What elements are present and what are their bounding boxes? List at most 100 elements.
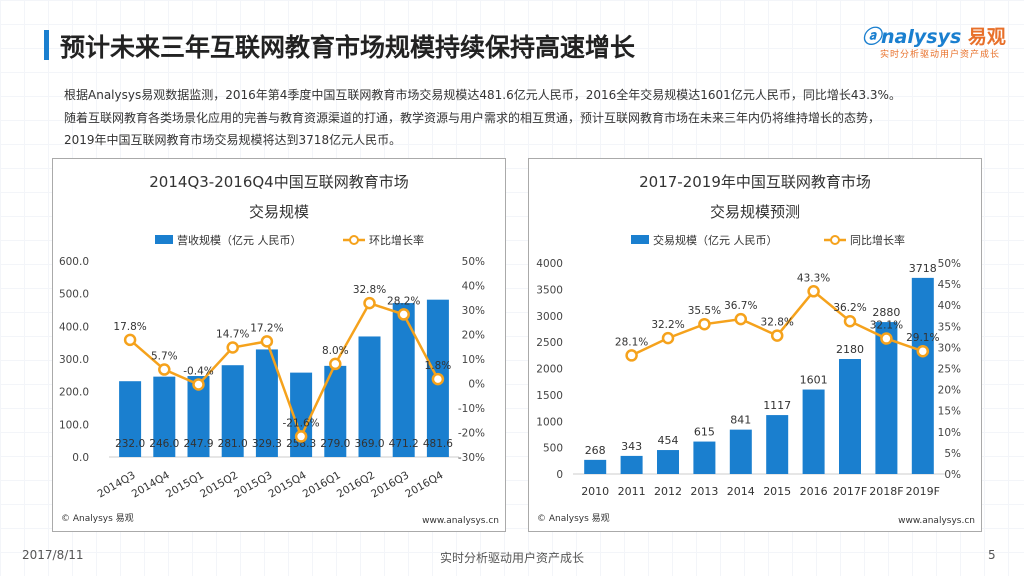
- right-axis-tick: 15%: [938, 406, 961, 418]
- legend-line-marker: [349, 235, 359, 245]
- logo-tagline: 实时分析驱动用户资产成长: [880, 50, 1001, 60]
- right-axis-tick: 5%: [944, 448, 961, 460]
- bar: [875, 322, 898, 474]
- growth-value-label: 35.5%: [688, 305, 721, 317]
- left-axis-tick: 400.0: [59, 321, 89, 333]
- logo-cn: 易观: [967, 26, 1006, 48]
- bar-value-label: 247.9: [183, 438, 213, 450]
- right-axis-tick: 50%: [938, 258, 961, 270]
- growth-point: [770, 329, 784, 342]
- x-tick-label: 2016Q3: [369, 469, 411, 500]
- chart-subtitle: 交易规模: [249, 203, 309, 221]
- logo-a-icon: ⓐ: [862, 26, 882, 48]
- x-tick-label: 2016Q2: [335, 469, 377, 500]
- left-axis-tick: 0: [556, 469, 563, 481]
- growth-value-label: -0.4%: [183, 365, 213, 377]
- legend-bar-swatch: [631, 235, 649, 244]
- chart-panel-quarterly: 2014Q3-2016Q4中国互联网教育市场 交易规模营收规模（亿元 人民币） 环比…: [52, 158, 506, 532]
- right-axis-tick: -20%: [458, 428, 485, 440]
- bar-value-label: 454: [658, 434, 679, 447]
- bar-value-label: 343: [621, 440, 642, 453]
- right-axis-tick: 0%: [944, 469, 961, 481]
- bar: [153, 376, 176, 457]
- bar-value-label: 481.6: [423, 438, 453, 450]
- bar: [187, 376, 210, 457]
- growth-point: [625, 349, 638, 362]
- bar: [766, 415, 789, 474]
- left-axis-tick: 100.0: [59, 419, 89, 431]
- left-axis-tick: 2500: [536, 337, 563, 349]
- x-tick-label: 2012: [654, 485, 682, 498]
- growth-point: [226, 341, 239, 354]
- legend-line-label: 环比增长率: [369, 233, 424, 247]
- bar: [255, 349, 278, 457]
- bar-value-label: 471.2: [389, 438, 419, 450]
- legend-bar-label: 营收规模（亿元 人民币）: [177, 233, 302, 247]
- growth-point: [294, 430, 308, 443]
- bar-value-label: 246.0: [149, 438, 179, 450]
- growth-point: [260, 335, 274, 348]
- left-axis-tick: 3500: [536, 284, 563, 296]
- bar: [119, 381, 142, 457]
- right-axis-tick: 10%: [462, 354, 485, 366]
- right-axis-tick: 0%: [468, 379, 485, 391]
- x-tick-label: 2015Q2: [198, 469, 240, 500]
- chart-subtitle: 交易规模预测: [710, 203, 800, 221]
- x-tick-label: 2015: [763, 485, 791, 498]
- chart-title: 2014Q3-2016Q4中国互联网教育市场: [149, 173, 408, 191]
- x-tick-label: 2016Q4: [403, 469, 445, 500]
- growth-value-label: 32.2%: [651, 319, 684, 331]
- legend-bar-swatch: [155, 235, 173, 244]
- right-axis-tick: 20%: [462, 330, 485, 342]
- bar: [620, 455, 643, 474]
- bar-value-label: 369.0: [354, 438, 384, 450]
- page-title: 预计未来三年互联网教育市场规模持续保持高速增长: [60, 33, 636, 62]
- growth-point: [397, 308, 410, 321]
- growth-value-label: 1.8%: [425, 360, 452, 372]
- bar-value-label: 258.3: [286, 438, 316, 450]
- description: 根据Analysys易观数据监测，2016年第4季度中国互联网教育市场交易规模达…: [64, 84, 984, 152]
- title-accent-bar: [44, 30, 49, 60]
- analysys-logo: ⓐnalysys 易观 实时分析驱动用户资产成长: [862, 22, 1006, 62]
- growth-value-label: -21.6%: [283, 417, 320, 429]
- bar: [358, 336, 381, 457]
- left-axis-tick: 500: [543, 443, 563, 455]
- x-tick-label: 2010: [581, 485, 609, 498]
- growth-value-label: 8.0%: [322, 345, 349, 357]
- bar-value-label: 279.0: [320, 438, 350, 450]
- growth-value-label: 28.2%: [387, 295, 420, 307]
- bar: [729, 429, 752, 474]
- growth-value-label: 32.8%: [353, 284, 386, 296]
- right-axis-tick: 30%: [462, 305, 485, 317]
- growth-point: [329, 357, 342, 371]
- right-axis-tick: 45%: [938, 279, 961, 291]
- right-axis-tick: 30%: [938, 342, 961, 354]
- right-axis-tick: -30%: [458, 452, 485, 464]
- logo-wordmark: ⓐnalysys 易观: [862, 22, 1006, 49]
- growth-value-label: 28.1%: [615, 336, 648, 348]
- bar-value-label: 281.0: [218, 438, 248, 450]
- bar-value-label: 1117: [763, 399, 791, 412]
- page-number: 5: [988, 548, 996, 562]
- footer-tagline: 实时分析驱动用户资产成长: [440, 551, 585, 565]
- x-tick-label: 2015Q4: [267, 469, 309, 500]
- growth-point: [807, 285, 820, 298]
- x-tick-label: 2015Q1: [164, 469, 206, 500]
- growth-point: [734, 312, 748, 326]
- growth-line: [129, 301, 440, 440]
- left-axis-tick: 500.0: [59, 289, 89, 301]
- right-axis-tick: 35%: [938, 321, 961, 333]
- bar-value-label: 268: [585, 444, 606, 457]
- description-line: 随着互联网教育各类场景化应用的完善与教育资源渠道的打通，教学资源与用户需求的相互…: [64, 110, 881, 125]
- bar: [911, 277, 934, 474]
- growth-point: [431, 372, 445, 386]
- growth-point: [158, 363, 171, 376]
- left-axis-tick: 600.0: [59, 256, 89, 268]
- growth-point: [843, 314, 857, 328]
- x-tick-label: 2014: [727, 485, 755, 498]
- bar: [221, 365, 244, 457]
- growth-value-label: 17.2%: [250, 322, 283, 334]
- growth-point: [363, 296, 376, 310]
- chart-url: www.analysys.cn: [898, 516, 975, 526]
- bar-value-label: 615: [694, 426, 715, 439]
